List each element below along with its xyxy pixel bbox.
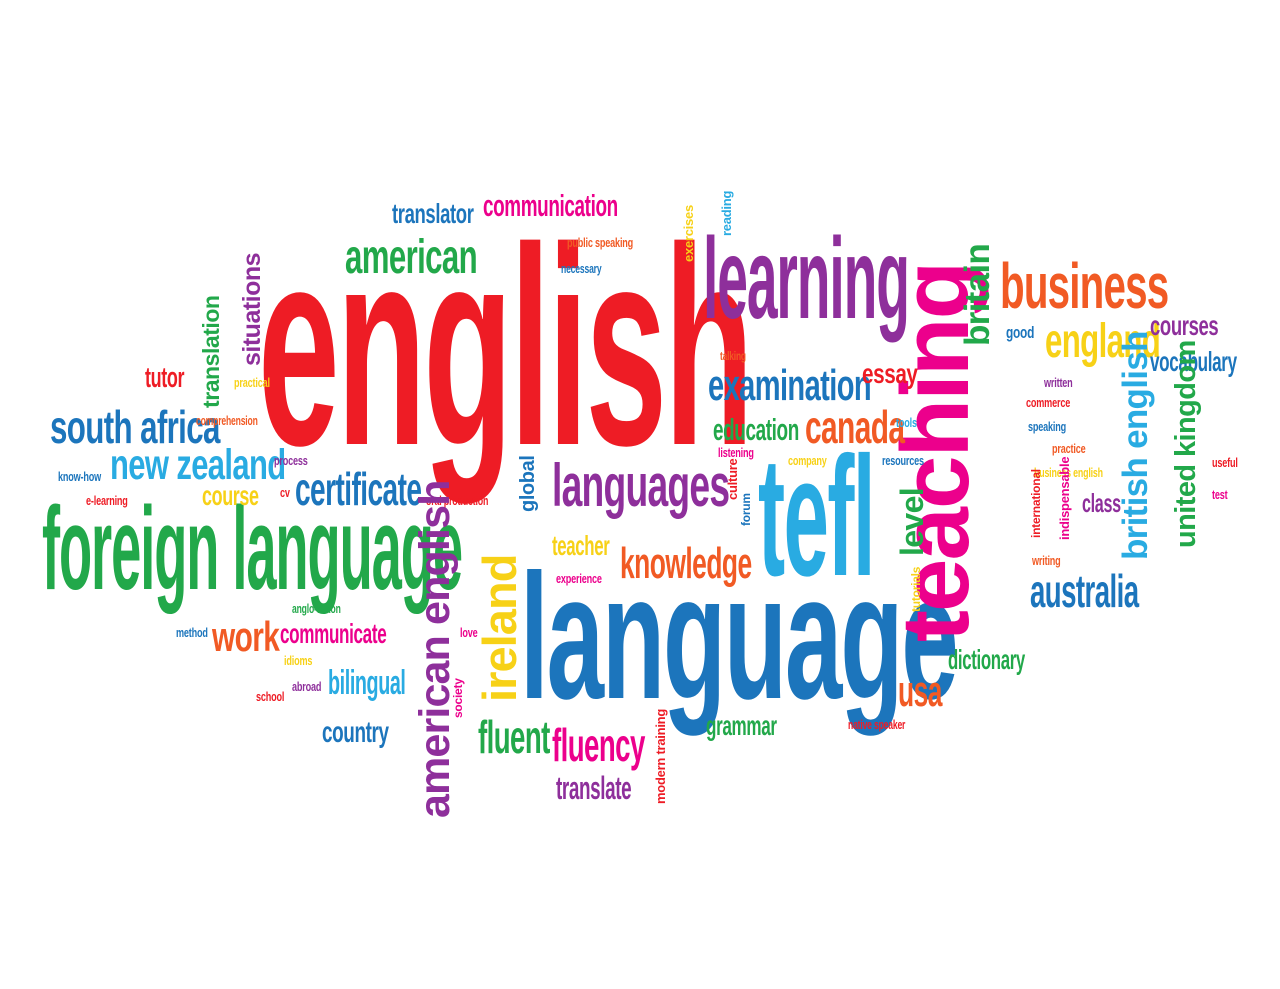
word-process: process	[274, 453, 308, 468]
word-class: class	[1082, 488, 1121, 518]
word-tutor: tutor	[145, 362, 185, 394]
word-idioms: idioms	[284, 653, 313, 668]
word-south-africa: south africa	[50, 401, 220, 453]
word-foreign-language: foreign language	[42, 483, 463, 615]
word-native-speaker: native speaker	[848, 717, 906, 732]
word-good: good	[1006, 323, 1035, 342]
word-anglo-saxon: anglo-saxon	[292, 601, 341, 616]
word-examination: examination	[708, 361, 872, 410]
word-new-zealand: new zealand	[110, 441, 286, 489]
word-comprehension: comprehension	[196, 413, 258, 428]
word-vocabulary: vocabulary	[1150, 346, 1237, 377]
word-commerce: commerce	[1026, 395, 1071, 410]
word-education: education	[713, 412, 799, 447]
word-written: written	[1044, 375, 1073, 390]
word-language: language	[520, 537, 959, 736]
word-england: england	[1045, 315, 1161, 368]
word-grammar: grammar	[706, 710, 777, 741]
word-practice: practice	[1052, 441, 1086, 456]
word-usa: usa	[898, 667, 942, 716]
word-oral-production: oral production	[426, 493, 489, 508]
word-modern-training: modern training	[653, 708, 668, 804]
word-level: level	[894, 488, 930, 556]
word-translator: translator	[392, 198, 474, 229]
word-listening: listening	[718, 445, 754, 460]
word-necessary: necessary	[561, 261, 602, 276]
word-culture: culture	[725, 458, 740, 500]
word-teacher: teacher	[552, 530, 610, 561]
word-abroad: abroad	[292, 679, 322, 694]
word-translation: translation	[198, 295, 224, 408]
word-speaking: speaking	[1028, 419, 1066, 434]
word-american: american	[345, 231, 478, 284]
word-international: international	[1029, 469, 1043, 538]
word-united-kingdom: united kingdom	[1170, 340, 1202, 548]
word-know-how: know-how	[58, 469, 102, 484]
word-fluency: fluency	[552, 719, 645, 771]
word-british-english: british english	[1116, 331, 1155, 560]
word-courses: courses	[1150, 310, 1219, 341]
word-work: work	[212, 613, 280, 660]
word-love: love	[460, 625, 478, 640]
word-essay: essay	[862, 358, 918, 389]
word-reading: reading	[719, 190, 734, 236]
word-translate: translate	[556, 770, 632, 806]
word-english: english	[258, 189, 754, 504]
word-experience: experience	[556, 571, 602, 586]
word-test: test	[1212, 487, 1228, 502]
word-tefl: tefl	[758, 422, 876, 612]
word-tutorials: tutorials	[909, 566, 923, 612]
word-school: school	[256, 689, 285, 704]
word-method: method	[176, 625, 208, 640]
word-languages: languages	[552, 452, 730, 519]
word-indispensable: indispensable	[1057, 456, 1072, 540]
word-ireland: ireland	[473, 554, 526, 702]
word-britain: britain	[958, 243, 997, 346]
word-learning: learning	[703, 215, 910, 343]
word-situations: situations	[238, 252, 266, 366]
word-cv: cv	[280, 485, 290, 500]
word-communicate: communicate	[280, 618, 387, 649]
word-bilingual: bilingual	[328, 664, 406, 702]
word-communication: communication	[483, 188, 618, 223]
word-fluent: fluent	[478, 711, 550, 763]
word-business: business	[1000, 250, 1169, 322]
word-writing: writing	[1032, 553, 1061, 568]
word-forum: forum	[739, 493, 753, 526]
word-practical: practical	[234, 375, 270, 390]
word-business-english: business english	[1034, 465, 1103, 480]
word-certificate: certificate	[295, 463, 422, 515]
word-tools: tools	[896, 415, 917, 430]
word-talking: talking	[720, 349, 746, 363]
word-e-learning: e-learning	[86, 493, 128, 508]
word-global: global	[517, 455, 539, 513]
word-society: society	[451, 678, 465, 718]
word-useful: useful	[1212, 455, 1238, 470]
word-knowledge: knowledge	[620, 539, 752, 588]
word-canada: canada	[805, 401, 905, 453]
word-american-english: american english	[411, 480, 459, 818]
word-public-speaking: public speaking	[567, 235, 634, 250]
word-exercises: exercises	[681, 205, 696, 262]
word-resources: resources	[882, 453, 924, 468]
word-course: course	[202, 480, 259, 511]
word-country: country	[322, 716, 389, 749]
word-company: company	[788, 453, 827, 468]
word-australia: australia	[1030, 565, 1139, 617]
word-dictionary: dictionary	[948, 644, 1025, 675]
